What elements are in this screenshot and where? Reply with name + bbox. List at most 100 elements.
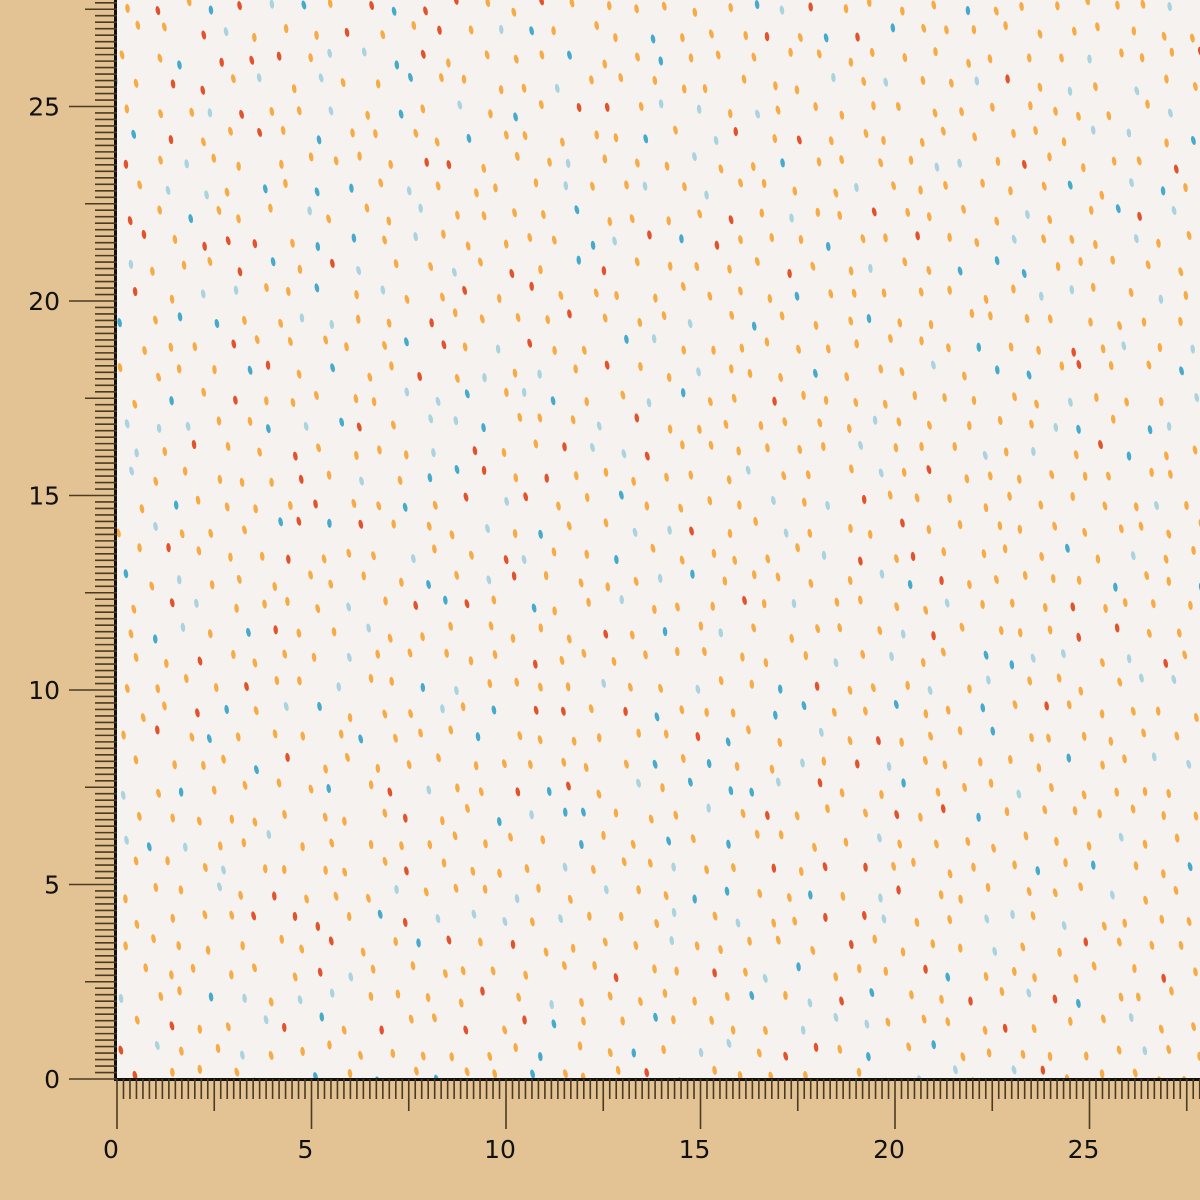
fabric-dot <box>317 701 322 712</box>
fabric-dot <box>1011 284 1016 294</box>
fabric-dot <box>607 991 613 1001</box>
fabric-dot <box>957 266 963 276</box>
fabric-dot <box>1090 125 1096 135</box>
fabric-dot <box>370 964 376 974</box>
fabric-dot <box>161 22 167 32</box>
fabric-dot <box>474 188 479 198</box>
fabric-dot <box>574 205 580 215</box>
fabric-dot <box>315 604 321 614</box>
fabric-dot <box>158 109 163 119</box>
fabric-dot <box>543 947 549 957</box>
fabric-dot <box>117 318 122 328</box>
fabric-dot <box>713 136 719 146</box>
fabric-dot <box>1183 290 1189 301</box>
fabric-dot <box>710 601 715 611</box>
fabric-dot <box>300 842 305 852</box>
fabric-dot <box>429 318 434 328</box>
fabric-dot <box>931 0 937 10</box>
fabric-dot <box>982 1025 988 1035</box>
fabric-dot <box>860 649 866 659</box>
fabric-dot <box>791 599 797 609</box>
fabric-dot <box>1098 440 1103 450</box>
fabric-dot <box>407 648 413 658</box>
fabric-dot <box>863 862 868 872</box>
fabric-dot <box>808 890 813 900</box>
fabric-dot <box>652 75 658 86</box>
fabric-dot <box>579 839 584 850</box>
fabric-dot <box>1116 937 1122 947</box>
fabric-dot <box>923 605 929 615</box>
fabric-dot <box>634 257 640 267</box>
fabric-dot <box>897 839 903 849</box>
fabric-dot <box>323 335 329 345</box>
fabric-dot <box>1174 833 1180 843</box>
fabric-dot <box>765 810 770 821</box>
fabric-dot <box>165 856 170 866</box>
fabric-dot <box>629 630 635 640</box>
fabric-dot <box>883 233 888 243</box>
fabric-dot <box>383 596 388 606</box>
fabric-dot <box>1023 831 1029 841</box>
fabric-dot <box>297 264 303 274</box>
fabric-dot <box>1161 869 1166 879</box>
fabric-dot <box>891 181 896 191</box>
fabric-dot <box>448 621 453 631</box>
fabric-dot <box>471 909 477 919</box>
fabric-dot <box>878 893 883 903</box>
fabric-dot <box>403 813 408 823</box>
fabric-dot <box>823 912 828 922</box>
fabric-dot <box>521 555 527 565</box>
fabric-dot <box>428 414 434 424</box>
fabric-dot <box>1179 366 1184 376</box>
fabric-dot <box>202 863 208 873</box>
fabric-dot <box>254 335 260 345</box>
fabric-dot <box>576 255 581 265</box>
fabric-dot <box>1110 414 1116 424</box>
fabric-dot <box>378 178 384 188</box>
fabric-dot <box>634 4 639 14</box>
fabric-dot <box>326 783 331 794</box>
fabric-dot <box>957 726 963 736</box>
fabric-dot <box>386 216 392 226</box>
fabric-dot <box>725 737 731 747</box>
fabric-dot <box>704 865 709 875</box>
fabric-dot <box>828 289 834 299</box>
fabric-dot <box>543 571 549 581</box>
fabric-dot <box>504 496 509 506</box>
fabric-dot <box>328 936 334 946</box>
fabric-dot <box>953 1065 958 1075</box>
fabric-dot <box>308 53 313 63</box>
fabric-dot <box>132 1070 138 1080</box>
fabric-dot <box>361 571 366 581</box>
fabric-dot <box>155 684 161 694</box>
fabric-dot <box>283 178 288 188</box>
fabric-dot <box>173 500 179 510</box>
fabric-dot <box>399 577 404 587</box>
fabric-dot <box>1169 47 1175 57</box>
fabric-dot <box>184 674 189 684</box>
fabric-dot <box>495 344 501 354</box>
fabric-dot <box>849 939 854 950</box>
fabric-dot <box>602 313 608 323</box>
fabric-dot <box>486 575 492 585</box>
fabric-dot <box>1059 53 1064 63</box>
fabric-dot <box>747 936 752 946</box>
fabric-dot <box>566 781 571 791</box>
fabric-dot <box>987 54 993 64</box>
fabric-dot <box>577 1041 583 1051</box>
fabric-dot <box>1049 782 1054 793</box>
fabric-dot <box>182 466 188 476</box>
fabric-dot <box>1191 545 1196 555</box>
fabric-dot <box>899 367 905 377</box>
fabric-dot <box>624 180 629 190</box>
fabric-dot <box>134 448 139 458</box>
fabric-dot <box>481 163 487 173</box>
fabric-dot <box>216 205 222 215</box>
fabric-dot <box>1103 603 1108 614</box>
fabric-dot <box>162 701 167 711</box>
fabric-dot <box>1020 942 1026 952</box>
fabric-dot <box>249 55 255 65</box>
fabric-dot <box>221 754 226 764</box>
fabric-dot <box>1171 674 1177 684</box>
y-ruler-label: 25 <box>28 93 60 122</box>
